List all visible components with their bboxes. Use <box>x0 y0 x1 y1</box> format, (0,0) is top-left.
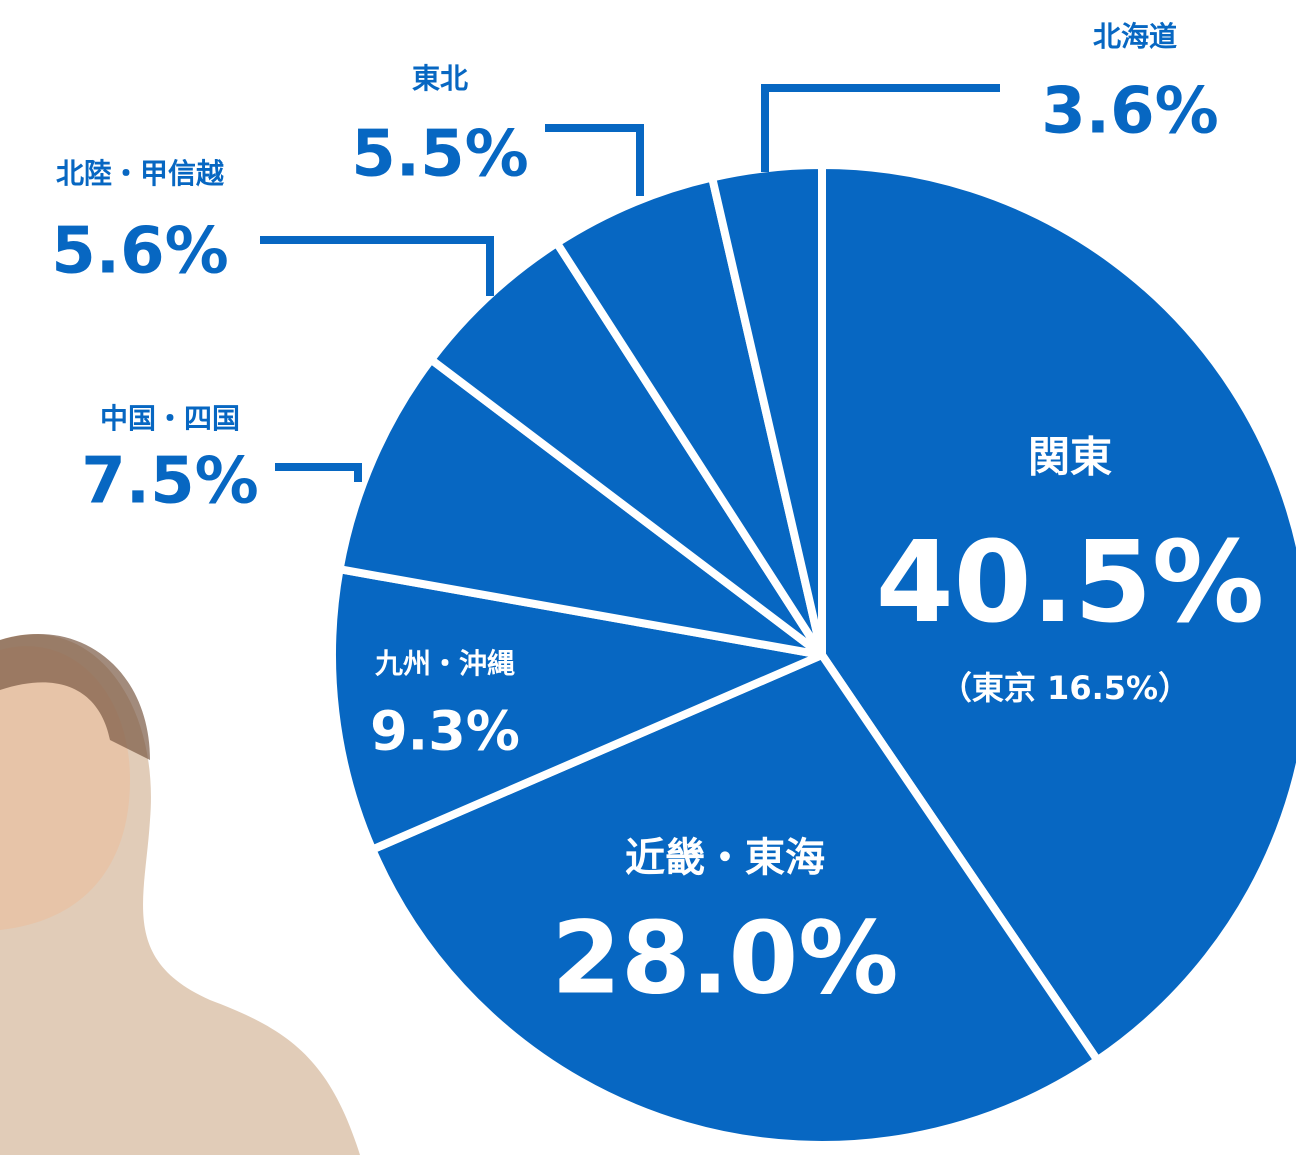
category-label: 中国・四国 <box>100 402 240 435</box>
value-label: 7.5% <box>81 445 259 519</box>
pie <box>328 161 1296 1149</box>
value-label: 28.0% <box>552 899 899 1016</box>
value-label: 40.5% <box>876 518 1265 648</box>
person-illustration <box>0 633 360 1155</box>
pie-slice <box>818 161 1296 1065</box>
category-label: 関東 <box>1028 433 1112 482</box>
value-label: 9.3% <box>370 700 520 763</box>
category-label: 東北 <box>412 62 468 95</box>
category-label: 北海道 <box>1093 20 1177 53</box>
category-label: 近畿・東海 <box>625 835 825 881</box>
value-label: 5.5% <box>351 118 529 192</box>
leader-line <box>545 124 644 196</box>
leader-line <box>275 463 362 482</box>
category-label: 北陸・甲信越 <box>56 157 225 190</box>
leader-line <box>761 84 1000 172</box>
pie-slice <box>368 651 1102 1149</box>
pie-slice <box>335 355 826 659</box>
value-label: 3.6% <box>1041 75 1219 149</box>
annotation: （東京 16.5%） <box>940 669 1190 707</box>
pie-slice <box>552 173 826 659</box>
category-label: 九州・沖縄 <box>375 647 515 680</box>
leader-line <box>260 236 494 296</box>
labels: 関東 40.5% 近畿・東海 28.0% 九州・沖縄 9.3% 中国・四国 7.5% 北陸・甲信… <box>51 20 1264 1016</box>
value-label: 5.6% <box>51 215 229 289</box>
pie-slice <box>328 565 826 854</box>
